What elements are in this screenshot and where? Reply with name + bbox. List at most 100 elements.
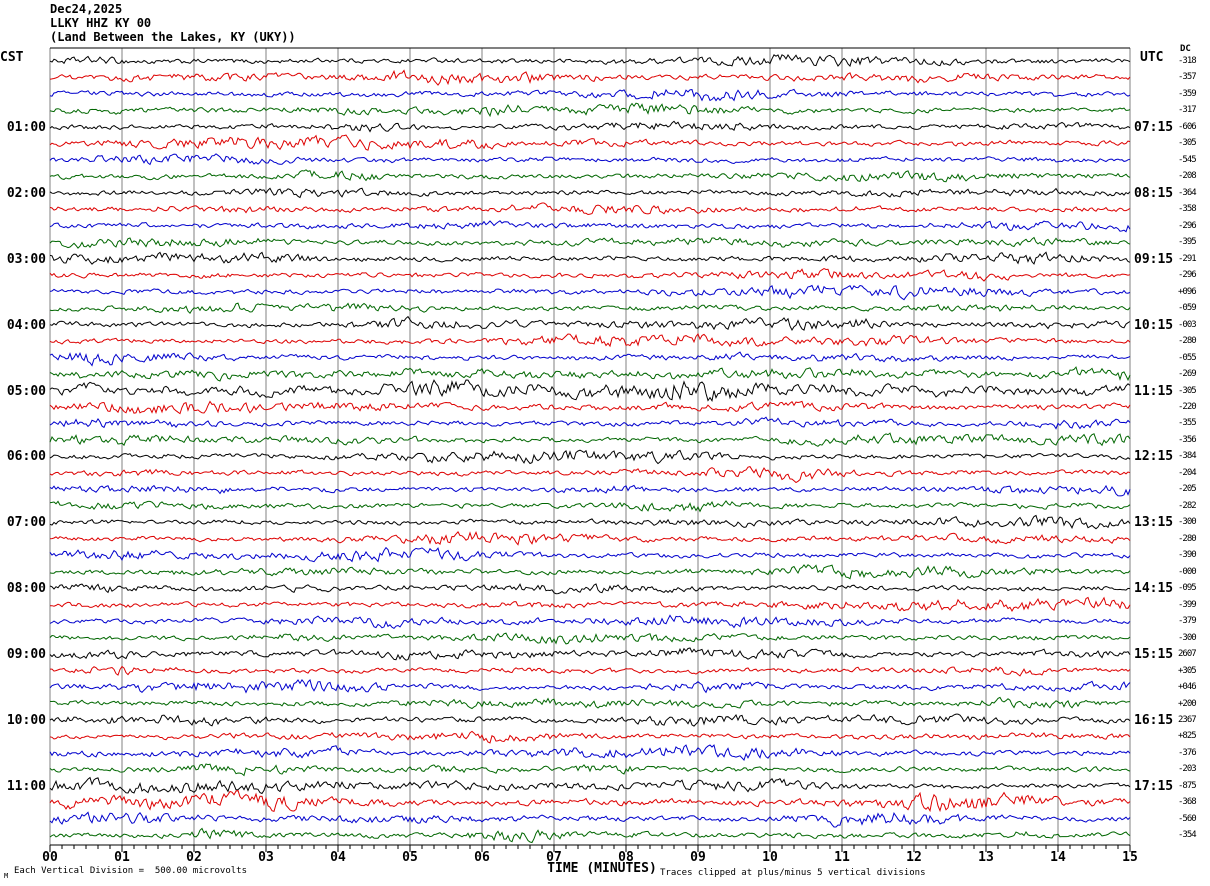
trace-row-44 <box>49 776 1131 795</box>
dc-offset-value-row-44: -875 <box>1178 780 1197 791</box>
x-tick-label-05: 05 <box>402 850 418 865</box>
dc-offset-value-row-18: -055 <box>1178 352 1197 363</box>
trace-row-14 <box>49 284 1131 301</box>
x-tick-label-11: 11 <box>834 850 850 865</box>
trace-row-24 <box>49 449 1131 465</box>
dc-offset-value-row-47: -354 <box>1178 830 1197 841</box>
dc-offset-value-row-29: -280 <box>1178 533 1197 544</box>
dc-offset-value-row-15: -059 <box>1178 303 1197 314</box>
trace-row-25 <box>49 466 1131 484</box>
trace-row-9 <box>49 202 1131 216</box>
cst-hour-label-10:00: 10:00 <box>6 713 46 728</box>
utc-hour-label-09:15: 09:15 <box>1134 251 1174 267</box>
utc-hour-label-11:15: 11:15 <box>1134 383 1174 399</box>
plot-date: Dec24,2025 <box>50 2 123 16</box>
trace-row-1 <box>49 69 1131 86</box>
trace-row-29 <box>49 530 1131 546</box>
trace-row-3 <box>49 102 1131 118</box>
dc-offset-value-row-38: +046 <box>1178 682 1197 693</box>
cst-hour-label-11:00: 11:00 <box>6 778 46 794</box>
dc-offset-value-row-9: -358 <box>1178 204 1197 215</box>
x-tick-label-04: 04 <box>330 850 346 865</box>
trace-row-36 <box>49 647 1131 661</box>
dc-offset-value-row-21: -220 <box>1178 401 1197 412</box>
x-tick-label-10: 10 <box>762 850 778 865</box>
dc-offset-value-row-24: -384 <box>1178 451 1197 462</box>
scale-note: Each Vertical Division = 500.00 microvol… <box>14 866 247 876</box>
dc-offset-value-row-2: -359 <box>1178 88 1197 99</box>
x-tick-label-03: 03 <box>258 850 274 865</box>
trace-row-33 <box>49 596 1131 613</box>
trace-row-0 <box>49 54 1131 67</box>
x-tick-label-08: 08 <box>618 850 634 865</box>
dc-offset-value-row-5: -305 <box>1178 138 1197 149</box>
dc-offset-value-row-3: -317 <box>1178 105 1197 116</box>
trace-row-27 <box>49 500 1131 513</box>
trace-row-16 <box>49 315 1131 332</box>
cst-hour-label-03:00: 03:00 <box>6 251 46 267</box>
trace-row-41 <box>49 730 1131 744</box>
cst-hour-label-06:00: 06:00 <box>6 449 46 465</box>
utc-hour-label-13:15: 13:15 <box>1134 515 1174 531</box>
dc-offset-value-row-7: -208 <box>1178 171 1197 182</box>
utc-hour-label-12:15: 12:15 <box>1134 449 1174 465</box>
trace-row-31 <box>49 564 1131 580</box>
x-tick-label-02: 02 <box>186 850 202 865</box>
watermark-mark: M <box>4 872 9 880</box>
dc-offset-value-row-43: -203 <box>1178 764 1197 775</box>
trace-row-12 <box>49 251 1131 265</box>
right-timezone-header: UTC <box>1140 50 1164 65</box>
clip-note: Traces clipped at plus/minus 5 vertical … <box>660 868 926 878</box>
trace-row-28 <box>49 514 1131 530</box>
x-tick-label-13: 13 <box>978 850 994 865</box>
dc-offset-value-row-34: -379 <box>1178 616 1197 627</box>
trace-row-43 <box>49 763 1131 777</box>
dc-offset-value-row-42: -376 <box>1178 747 1197 758</box>
x-tick-label-06: 06 <box>474 850 490 865</box>
utc-hour-label-07:15: 07:15 <box>1134 119 1174 135</box>
dc-offset-value-row-0: -318 <box>1178 56 1197 66</box>
trace-row-5 <box>49 134 1131 151</box>
dc-offset-value-row-20: -305 <box>1178 385 1197 396</box>
trace-row-22 <box>49 416 1131 430</box>
dc-offset-value-row-23: -356 <box>1178 434 1197 445</box>
dc-offset-value-row-46: -560 <box>1178 813 1197 824</box>
trace-row-7 <box>49 169 1131 183</box>
cst-hour-label-08:00: 08:00 <box>6 581 46 597</box>
x-tick-label-00: 00 <box>42 850 58 865</box>
utc-hour-label-16:15: 16:15 <box>1134 713 1174 728</box>
trace-row-35 <box>49 632 1131 645</box>
dc-offset-value-row-17: -280 <box>1178 336 1197 347</box>
dc-offset-value-row-41: +825 <box>1178 731 1197 742</box>
dc-offset-value-row-30: -390 <box>1178 550 1197 561</box>
trace-row-45 <box>49 789 1131 813</box>
trace-row-47 <box>49 827 1131 844</box>
trace-row-13 <box>49 268 1131 282</box>
dc-offset-value-row-27: -282 <box>1178 500 1197 511</box>
trace-row-30 <box>49 546 1131 563</box>
trace-row-34 <box>49 614 1131 630</box>
trace-row-11 <box>49 236 1131 249</box>
trace-row-37 <box>50 665 1131 677</box>
cst-hour-label-05:00: 05:00 <box>6 383 46 399</box>
left-timezone-header: CST <box>0 50 24 65</box>
x-tick-label-14: 14 <box>1050 850 1066 865</box>
trace-row-23 <box>49 432 1131 447</box>
trace-row-46 <box>49 811 1131 828</box>
dc-offset-value-row-31: -000 <box>1178 566 1197 577</box>
dc-offset-value-row-45: -368 <box>1178 797 1197 808</box>
trace-row-18 <box>49 351 1131 367</box>
trace-row-8 <box>49 187 1131 199</box>
trace-row-15 <box>49 302 1131 314</box>
dc-offset-value-row-6: -545 <box>1178 154 1197 165</box>
utc-hour-label-08:15: 08:15 <box>1134 185 1174 201</box>
x-tick-label-12: 12 <box>906 850 922 865</box>
dc-offset-value-row-4: -606 <box>1178 121 1197 132</box>
dc-offset-value-row-26: -205 <box>1178 484 1197 495</box>
dc-offset-value-row-35: -300 <box>1178 632 1197 643</box>
dc-offset-value-row-33: -399 <box>1178 599 1197 610</box>
trace-row-6 <box>49 153 1131 166</box>
trace-row-39 <box>49 696 1131 710</box>
x-tick-label-15: 15 <box>1122 850 1138 865</box>
